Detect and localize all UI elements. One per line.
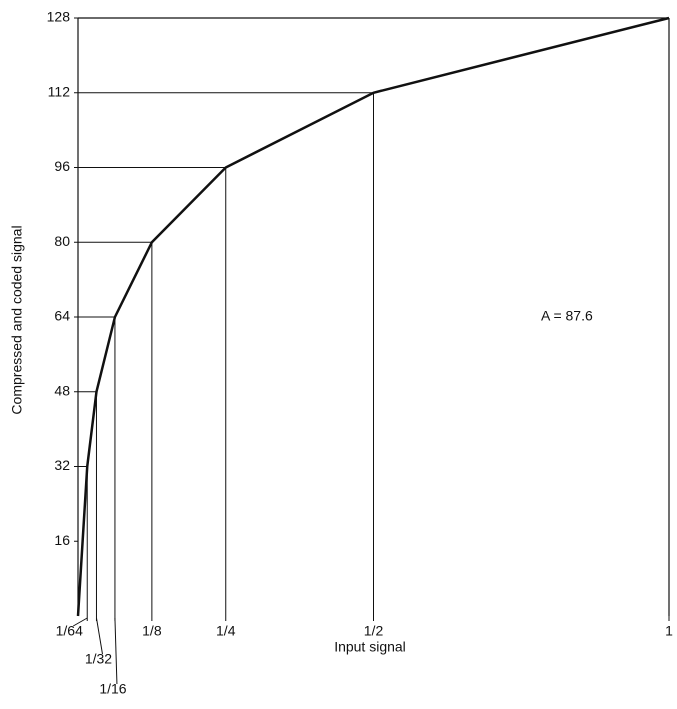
x-tick-label: 1/64 <box>56 623 83 639</box>
y-tick-label: 128 <box>47 9 71 25</box>
y-tick-label: 32 <box>54 457 70 473</box>
x-tick-label: 1/8 <box>142 623 162 639</box>
x-tick-label: 1 <box>665 623 673 639</box>
x-tick-label: 1/32 <box>85 651 112 667</box>
y-tick-label: 112 <box>48 83 71 99</box>
leader-line <box>115 618 117 684</box>
x-axis-label: Input signal <box>334 639 406 655</box>
y-axis-label: Compressed and coded signal <box>9 225 25 414</box>
annotation: A = 87.6 <box>541 308 593 324</box>
y-tick-label: 80 <box>54 233 70 249</box>
y-tick-label: 96 <box>54 158 70 174</box>
y-tick-label: 16 <box>54 532 70 548</box>
y-tick-label: 48 <box>54 382 70 398</box>
chart: Compressed and coded signal Input signal… <box>0 0 677 709</box>
x-tick-label: 1/4 <box>216 623 236 639</box>
x-tick-label: 1/2 <box>364 623 384 639</box>
x-tick-label: 1/16 <box>99 681 126 697</box>
y-tick-label: 64 <box>54 308 70 324</box>
leader-line <box>96 618 102 654</box>
